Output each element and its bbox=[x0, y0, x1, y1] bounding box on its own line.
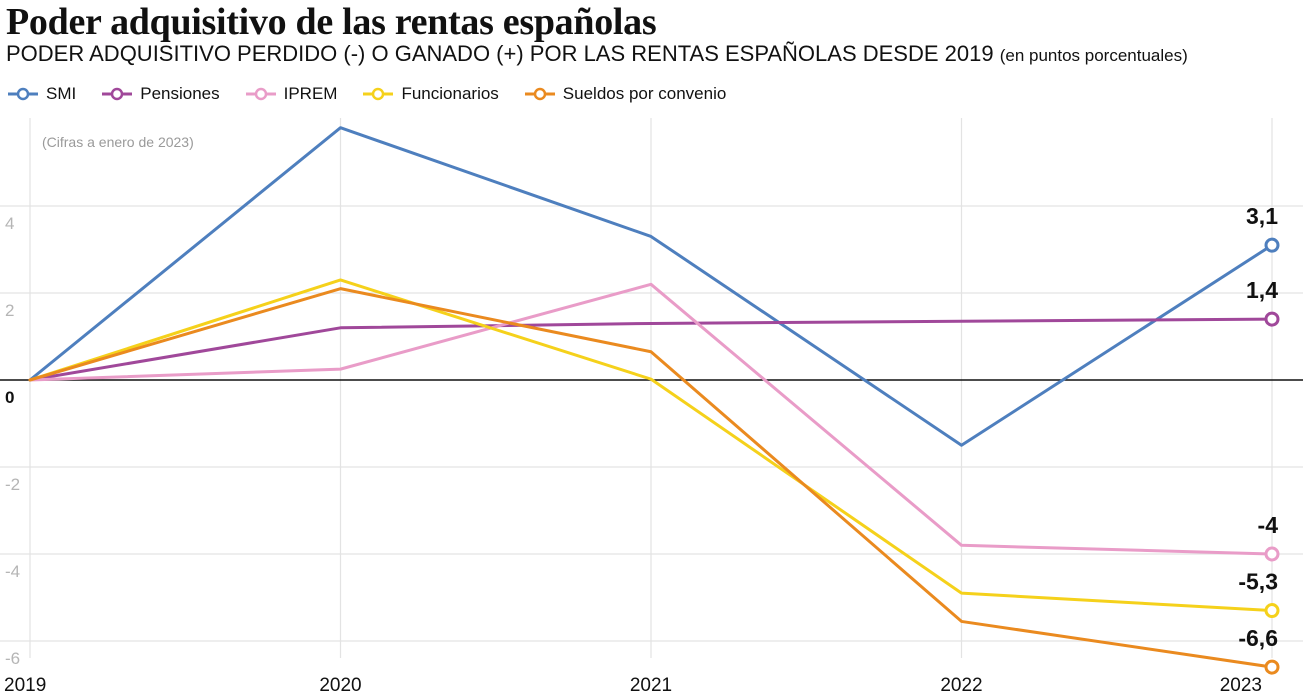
legend-label: Sueldos por convenio bbox=[562, 84, 727, 103]
y-tick-label: -4 bbox=[5, 562, 20, 581]
legend-item: Sueldos por convenio bbox=[523, 84, 727, 104]
series-line-iprem bbox=[28, 282, 1274, 556]
legend: SMI Pensiones IPREM Funcionarios Sueldos por… bbox=[6, 84, 750, 104]
end-value-label: 1,4 bbox=[1246, 277, 1278, 303]
end-marker-smi bbox=[1264, 237, 1280, 253]
series-line-pensiones bbox=[28, 317, 1274, 382]
end-marker-pensiones bbox=[1264, 311, 1280, 327]
legend-label: SMI bbox=[46, 84, 77, 103]
series-line-sueldos-por-convenio bbox=[28, 287, 1274, 669]
end-marker-funcionarios bbox=[1264, 603, 1280, 619]
y-tick-label: 4 bbox=[5, 214, 14, 233]
end-value-label: 3,1 bbox=[1246, 203, 1278, 229]
end-marker-sueldos-por-convenio bbox=[1264, 659, 1280, 675]
legend-swatch-icon bbox=[8, 87, 38, 101]
legend-label: Pensiones bbox=[140, 84, 220, 103]
legend-swatch-icon bbox=[245, 87, 276, 101]
x-tick-label: 2022 bbox=[940, 675, 982, 696]
chart-title: Poder adquisitivo de las rentas española… bbox=[6, 1, 657, 43]
end-value-label: -5,3 bbox=[1238, 569, 1278, 595]
y-tick-label: 0 bbox=[5, 388, 14, 407]
end-marker-iprem bbox=[1264, 546, 1280, 562]
chart-note: (Cifras a enero de 2023) bbox=[42, 134, 194, 150]
end-value-label: -4 bbox=[1258, 512, 1279, 538]
y-tick-label: -6 bbox=[5, 649, 20, 668]
x-tick-label: 2023 bbox=[1220, 675, 1262, 696]
legend-item: SMI bbox=[6, 84, 76, 104]
x-tick-label: 2019 bbox=[4, 675, 46, 696]
legend-swatch-icon bbox=[363, 87, 394, 101]
legend-swatch-icon bbox=[102, 87, 133, 101]
legend-label: Funcionarios bbox=[401, 84, 499, 103]
x-tick-label: 2020 bbox=[319, 675, 361, 696]
y-tick-label: -2 bbox=[5, 475, 20, 494]
legend-item: Pensiones bbox=[100, 84, 220, 104]
end-value-label: -6,6 bbox=[1238, 625, 1278, 651]
subtitle-main: PODER ADQUISITIVO PERDIDO (-) O GANADO (… bbox=[6, 41, 994, 66]
x-tick-label: 2021 bbox=[630, 675, 672, 696]
series-line-smi bbox=[28, 126, 1274, 447]
y-tick-label: 2 bbox=[5, 301, 14, 320]
legend-item: IPREM bbox=[244, 84, 338, 104]
series-line-funcionarios bbox=[28, 278, 1274, 613]
legend-label: IPREM bbox=[283, 84, 338, 103]
legend-item: Funcionarios bbox=[361, 84, 499, 104]
legend-swatch-icon bbox=[524, 87, 555, 101]
subtitle-unit: (en puntos porcentuales) bbox=[999, 46, 1188, 65]
chart-subtitle: PODER ADQUISITIVO PERDIDO (-) O GANADO (… bbox=[6, 41, 1188, 67]
